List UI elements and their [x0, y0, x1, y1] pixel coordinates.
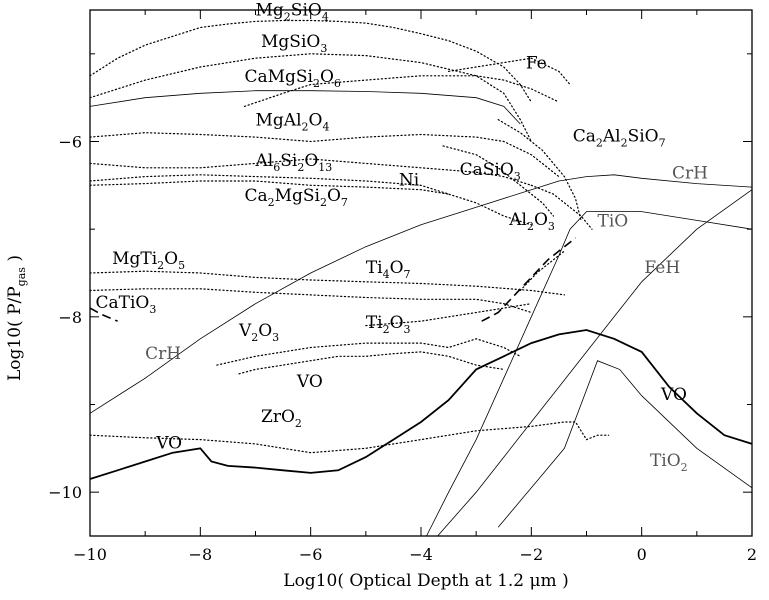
label-ca2al2sio7: Ca2Al2SiO7 [573, 127, 666, 150]
label-v2o3: V2O3 [238, 321, 279, 344]
series-ca2mgsi2o7-8 [89, 180, 450, 195]
y-tick-label: −8 [58, 308, 82, 327]
series-fe-4 [448, 57, 571, 86]
label-tio2: TiO2 [650, 451, 688, 474]
y-tick-label: −10 [48, 483, 82, 502]
label-catio3: CaTiO3 [96, 293, 157, 316]
curves-layer [89, 19, 753, 537]
label-ca2mgsi2o7: Ca2MgSi2O7 [244, 186, 347, 209]
series-mgti2o5-13 [89, 270, 566, 296]
label-mgsio3: MgSiO3 [261, 32, 327, 55]
series-ti4o7-14 [89, 288, 532, 314]
series-vo-dotted-20 [238, 351, 505, 375]
series-tio-21 [426, 211, 753, 537]
x-tick-label: −8 [189, 545, 213, 564]
series-catio3-17 [89, 307, 118, 322]
label-al2o3: Al2O3 [508, 210, 555, 233]
label-vo: VO [660, 385, 687, 405]
label-ti2o3: Ti2O3 [366, 313, 411, 336]
label-fe: Fe [526, 54, 547, 74]
x-tick-label: 0 [637, 545, 647, 564]
label-vo: VO [296, 372, 323, 392]
label-zro2: ZrO2 [261, 407, 302, 430]
x-axis-label: Log10( Optical Depth at 1.2 μm ) [283, 571, 568, 591]
label-camgsi2o6: CaMgSi2O6 [244, 67, 340, 90]
ticks-layer: −10 −8 −6 −4 −2 0 2 −10 −8 −6 [48, 10, 757, 564]
series-feh-22 [437, 189, 753, 537]
label-casio3: CaSiO3 [460, 160, 521, 183]
series-unlabeled-3 [89, 90, 521, 125]
x-tick-label: −10 [73, 545, 107, 564]
label-crh: CrH [672, 163, 708, 183]
series-tio2-23 [497, 360, 753, 528]
series-unlabeled-15 [481, 237, 576, 322]
y-axis-label: Log10( P/Pgas ) [5, 255, 28, 381]
x-tick-label: −4 [409, 545, 433, 564]
label-ti4o7: Ti4O7 [366, 258, 411, 281]
label-ni: Ni [399, 170, 420, 190]
label-mgti2o5: MgTi2O5 [112, 249, 185, 272]
series-zro2-24 [89, 421, 610, 454]
series-crh-12 [89, 174, 753, 414]
series-casio3-10 [442, 145, 555, 217]
series-al2o3-11 [530, 184, 593, 230]
series-ni-9 [89, 174, 532, 226]
x-tick-label: −6 [299, 545, 323, 564]
y-axis-label-subscript: gas [15, 267, 28, 287]
x-tick-label: 2 [747, 545, 757, 564]
label-feh: FeH [644, 258, 680, 278]
curve-labels-layer: Mg2SiO4 MgSiO3 CaMgSi2O6 Fe MgAl2O4 Ca2Al2SiO… [96, 0, 708, 474]
series-mgsio3-1 [89, 53, 532, 143]
series-ti2o3-18 [365, 303, 532, 327]
label-mgal2o4: MgAl2O4 [256, 111, 330, 134]
series-mg2sio4-0 [89, 19, 532, 103]
label-vo: VO [155, 433, 182, 453]
label-crh: CrH [145, 344, 181, 364]
series-mgal2o4-5 [89, 132, 560, 178]
series-v2o3-19 [216, 338, 521, 366]
x-tick-label: −2 [520, 545, 544, 564]
series-vo-25 [89, 329, 753, 480]
label-tio: TiO [598, 212, 629, 232]
label-mg2sio4: Mg2SiO4 [256, 0, 329, 23]
series-unlabeled-16 [519, 250, 566, 292]
label-al6si2o13: Al6Si2O13 [255, 151, 333, 174]
y-tick-label: −6 [58, 133, 82, 152]
